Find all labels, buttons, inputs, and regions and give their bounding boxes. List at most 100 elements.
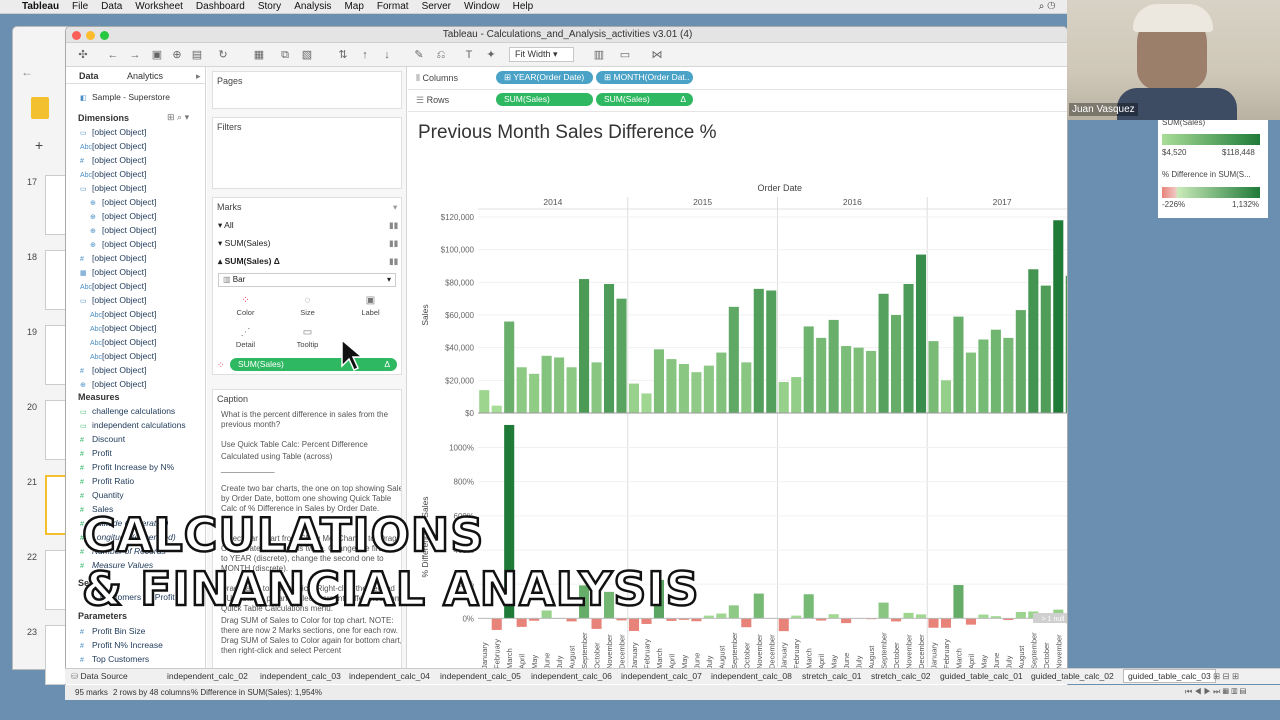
menu-dashboard[interactable]: Dashboard bbox=[195, 1, 245, 12]
sales-bar[interactable] bbox=[816, 337, 827, 413]
pct-diff-bar[interactable] bbox=[491, 618, 502, 630]
label-button[interactable]: ▣ Label bbox=[361, 295, 380, 317]
sales-bar[interactable] bbox=[616, 298, 627, 413]
close-icon[interactable] bbox=[72, 31, 81, 40]
pct-diff-bar[interactable] bbox=[978, 614, 989, 619]
sales-bar[interactable] bbox=[603, 283, 615, 413]
pct-diff-bar[interactable] bbox=[641, 618, 652, 624]
pct-diff-bar[interactable] bbox=[816, 618, 827, 621]
field-dimension[interactable]: Abc[object Object] bbox=[90, 337, 157, 347]
pct-diff-bar[interactable] bbox=[504, 424, 515, 619]
field-measure[interactable]: # Quantity bbox=[80, 490, 124, 500]
pin-icon[interactable]: ✦ bbox=[486, 49, 496, 61]
field-dimension[interactable]: ▭ [object Object] bbox=[80, 127, 147, 137]
menu-map[interactable]: Map bbox=[344, 1, 364, 12]
field-measure[interactable]: # Number of Records bbox=[80, 546, 166, 556]
sales-bar[interactable] bbox=[641, 393, 652, 413]
pct-diff-bar[interactable] bbox=[990, 616, 1001, 619]
pct-diff-bar[interactable] bbox=[915, 614, 927, 619]
pct-diff-bar[interactable] bbox=[940, 618, 952, 628]
sheet-tab[interactable]: independent_calc_06 bbox=[531, 671, 612, 681]
duplicate-icon[interactable]: ⧉ bbox=[281, 49, 289, 61]
pct-diff-bar[interactable] bbox=[878, 602, 889, 619]
pct-diff-bar[interactable] bbox=[778, 618, 789, 632]
sales-bar[interactable] bbox=[716, 352, 727, 413]
sales-bar[interactable] bbox=[579, 279, 590, 413]
field-dimension[interactable]: # [object Object] bbox=[80, 155, 147, 165]
mark-type-select[interactable]: ▥ Bar ▾ bbox=[218, 273, 396, 287]
field-dimension[interactable]: # [object Object] bbox=[80, 365, 147, 375]
back-icon[interactable]: ← bbox=[21, 65, 33, 79]
field-dimension[interactable]: ⊕ [object Object] bbox=[90, 239, 157, 249]
sales-bar[interactable] bbox=[728, 306, 739, 413]
sales-bar[interactable] bbox=[516, 367, 527, 413]
pane-menu-icon[interactable]: ▸ bbox=[196, 71, 201, 81]
highlight-icon[interactable]: ✎ bbox=[414, 49, 424, 61]
pct-diff-bar[interactable] bbox=[791, 615, 802, 619]
field-measure[interactable]: # Profit Ratio bbox=[80, 476, 135, 486]
menu-analysis[interactable]: Analysis bbox=[294, 1, 332, 12]
swap-icon[interactable]: ⇅ bbox=[338, 49, 348, 61]
field-parameter[interactable]: # Top Customers bbox=[80, 654, 150, 664]
pager-icon[interactable]: ⏮ ◀ ▶ ⏭ ▦ ▥ ▤ bbox=[1185, 687, 1247, 696]
sales-bar[interactable] bbox=[915, 254, 927, 413]
pct-diff-bar[interactable] bbox=[741, 618, 752, 628]
fit-select[interactable]: Fit Width ▾ bbox=[509, 47, 574, 62]
sheet-tab[interactable]: stretch_calc_02 bbox=[871, 671, 931, 681]
marks-all[interactable]: ▾ All bbox=[218, 220, 234, 230]
col-pill-year[interactable]: ⊞ YEAR(Order Date) bbox=[496, 71, 593, 84]
sales-bar[interactable] bbox=[529, 373, 540, 413]
sales-bar[interactable] bbox=[566, 367, 577, 413]
sales-bar[interactable] bbox=[965, 352, 976, 413]
save-icon[interactable]: ▣ bbox=[151, 49, 163, 61]
sales-bar[interactable] bbox=[554, 357, 565, 413]
sheet-tab[interactable]: independent_calc_07 bbox=[621, 671, 702, 681]
tableau-logo-icon[interactable]: ✣ bbox=[78, 49, 88, 61]
sales-bar[interactable] bbox=[491, 405, 502, 413]
sort-asc-icon[interactable]: ↑ bbox=[362, 49, 368, 61]
search-icon[interactable]: ⌕ ◷ bbox=[1038, 1, 1055, 12]
chart[interactable]: Order Date 2014 2015 2016 2017 $0 $20,000 $40,0… bbox=[408, 67, 1068, 671]
sales-bar[interactable] bbox=[666, 359, 677, 413]
sales-bar[interactable] bbox=[703, 365, 714, 413]
pct-diff-bar[interactable] bbox=[579, 585, 590, 619]
pct-diff-bar[interactable] bbox=[666, 618, 677, 621]
sales-bar[interactable] bbox=[541, 355, 552, 413]
sales-bar[interactable] bbox=[940, 380, 952, 413]
field-measure[interactable]: # Profit bbox=[80, 448, 112, 458]
menu-file[interactable]: File bbox=[72, 1, 89, 12]
field-dimension[interactable]: ⊕ [object Object] bbox=[90, 197, 157, 207]
tab-analytics[interactable]: Analytics bbox=[127, 71, 164, 81]
field-dimension[interactable]: ▭ [object Object] bbox=[80, 295, 147, 305]
tab-datasource[interactable]: ⛁ Data Source bbox=[71, 671, 128, 681]
sheet-tab[interactable]: guided_table_calc_01 bbox=[940, 671, 1023, 681]
row-pill-pct[interactable]: SUM(Sales) Δ bbox=[596, 93, 693, 106]
field-measure[interactable]: ▭ challenge calculations bbox=[80, 406, 176, 416]
sales-bar[interactable] bbox=[591, 362, 602, 413]
field-measure[interactable]: # Longitude (generated) bbox=[80, 532, 176, 542]
field-set[interactable]: ◎ Customers by Profit bbox=[88, 592, 175, 602]
menu-window[interactable]: Window bbox=[464, 1, 500, 12]
minimize-icon[interactable] bbox=[86, 31, 95, 40]
share-icon[interactable]: ⋈ bbox=[651, 49, 663, 61]
field-measure[interactable]: ▭ independent calculations bbox=[80, 420, 186, 430]
field-dimension[interactable]: ⊕ [object Object] bbox=[90, 225, 157, 235]
field-dimension[interactable]: ▭ [object Object] bbox=[80, 183, 147, 193]
pct-diff-bar[interactable] bbox=[541, 610, 552, 619]
pause-icon[interactable]: ▤ bbox=[191, 49, 203, 61]
field-dimension[interactable]: ▦ [object Object] bbox=[80, 267, 147, 277]
field-measure[interactable]: # Discount bbox=[80, 434, 126, 444]
sheet-tab[interactable]: independent_calc_08 bbox=[711, 671, 792, 681]
sales-bar[interactable] bbox=[791, 377, 802, 413]
maximize-icon[interactable] bbox=[100, 31, 109, 40]
menu-app[interactable]: Tableau bbox=[22, 1, 60, 12]
sales-bar[interactable] bbox=[778, 381, 789, 413]
field-measure[interactable]: # Measure Values bbox=[80, 560, 154, 570]
pct-diff-bar[interactable] bbox=[628, 618, 640, 631]
field-dimension[interactable]: Abc[object Object] bbox=[90, 323, 157, 333]
sales-bar[interactable] bbox=[903, 283, 914, 413]
clear-icon[interactable]: ▧ bbox=[301, 49, 313, 61]
pct-diff-bar[interactable] bbox=[678, 618, 689, 620]
pct-diff-bar[interactable] bbox=[891, 618, 902, 622]
sales-legend-ramp[interactable] bbox=[1162, 134, 1260, 145]
